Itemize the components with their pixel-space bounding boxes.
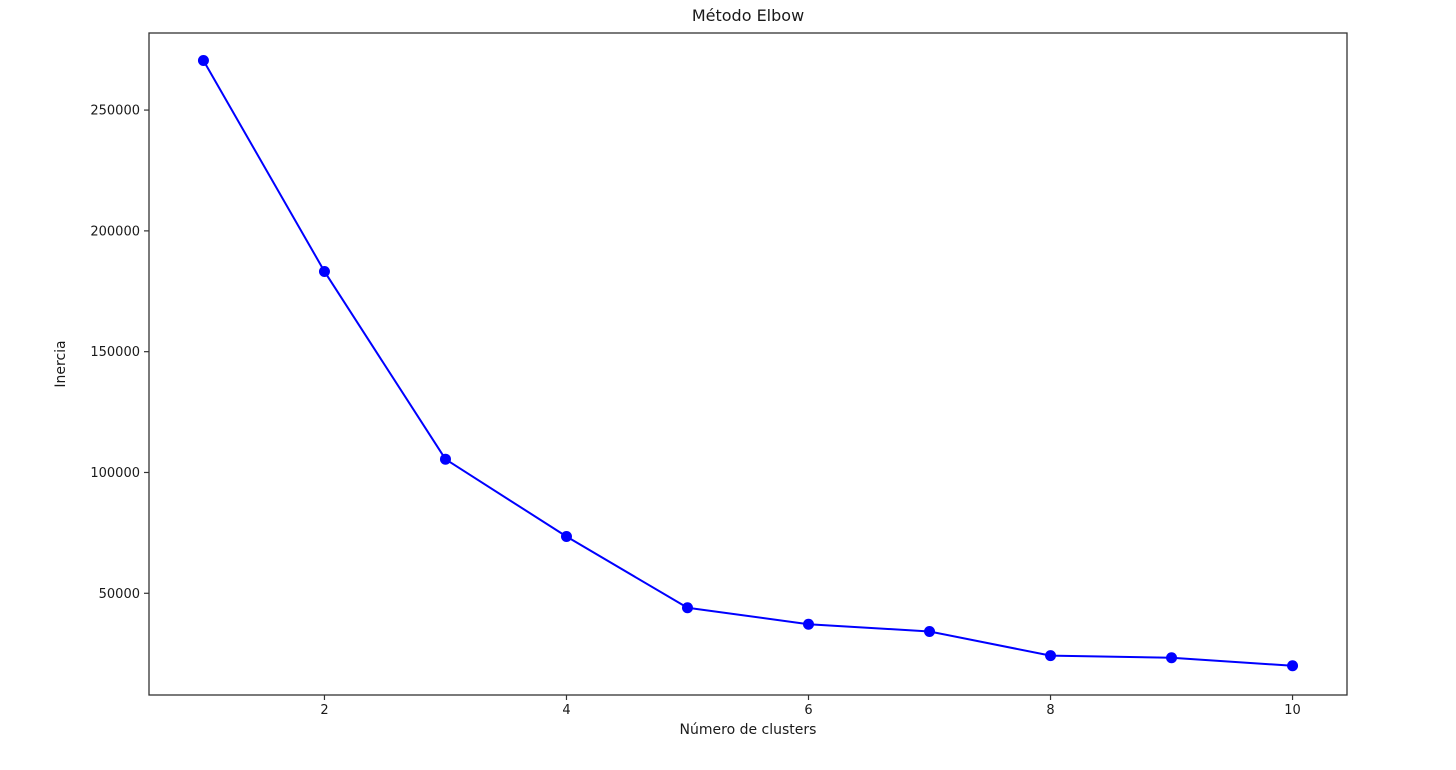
- chart-title: Método Elbow: [692, 6, 804, 25]
- data-point-marker: [1045, 650, 1057, 662]
- x-tick-label: 2: [320, 703, 328, 718]
- y-tick-label: 250000: [90, 104, 140, 119]
- line-series-inercia: [202, 59, 1294, 667]
- data-point-marker: [439, 453, 451, 465]
- data-point-marker: [1287, 660, 1299, 672]
- y-tick-label: 100000: [90, 466, 140, 481]
- data-point-marker: [924, 625, 936, 637]
- y-tick-label: 150000: [90, 345, 140, 360]
- y-tick-label: 200000: [90, 224, 140, 239]
- axes-frame: [148, 32, 1348, 696]
- data-point-marker: [681, 602, 693, 614]
- data-point-marker: [197, 55, 209, 67]
- data-point-marker: [803, 618, 815, 630]
- plot-area: 2 4 6 8 10 50000 100000 150000 200000 250000: [90, 32, 1348, 718]
- data-point-marker: [318, 265, 330, 277]
- y-tick-label: 50000: [99, 587, 140, 602]
- x-tick-label: 8: [1046, 703, 1054, 718]
- y-axis-label: Inercia: [53, 340, 69, 387]
- data-point-marker: [1166, 652, 1178, 664]
- data-point-marker: [560, 531, 572, 543]
- x-tick-label: 6: [804, 703, 812, 718]
- x-axis-label: Número de clusters: [680, 722, 817, 738]
- x-tick-label: 10: [1284, 703, 1301, 718]
- x-tick-label: 4: [562, 703, 570, 718]
